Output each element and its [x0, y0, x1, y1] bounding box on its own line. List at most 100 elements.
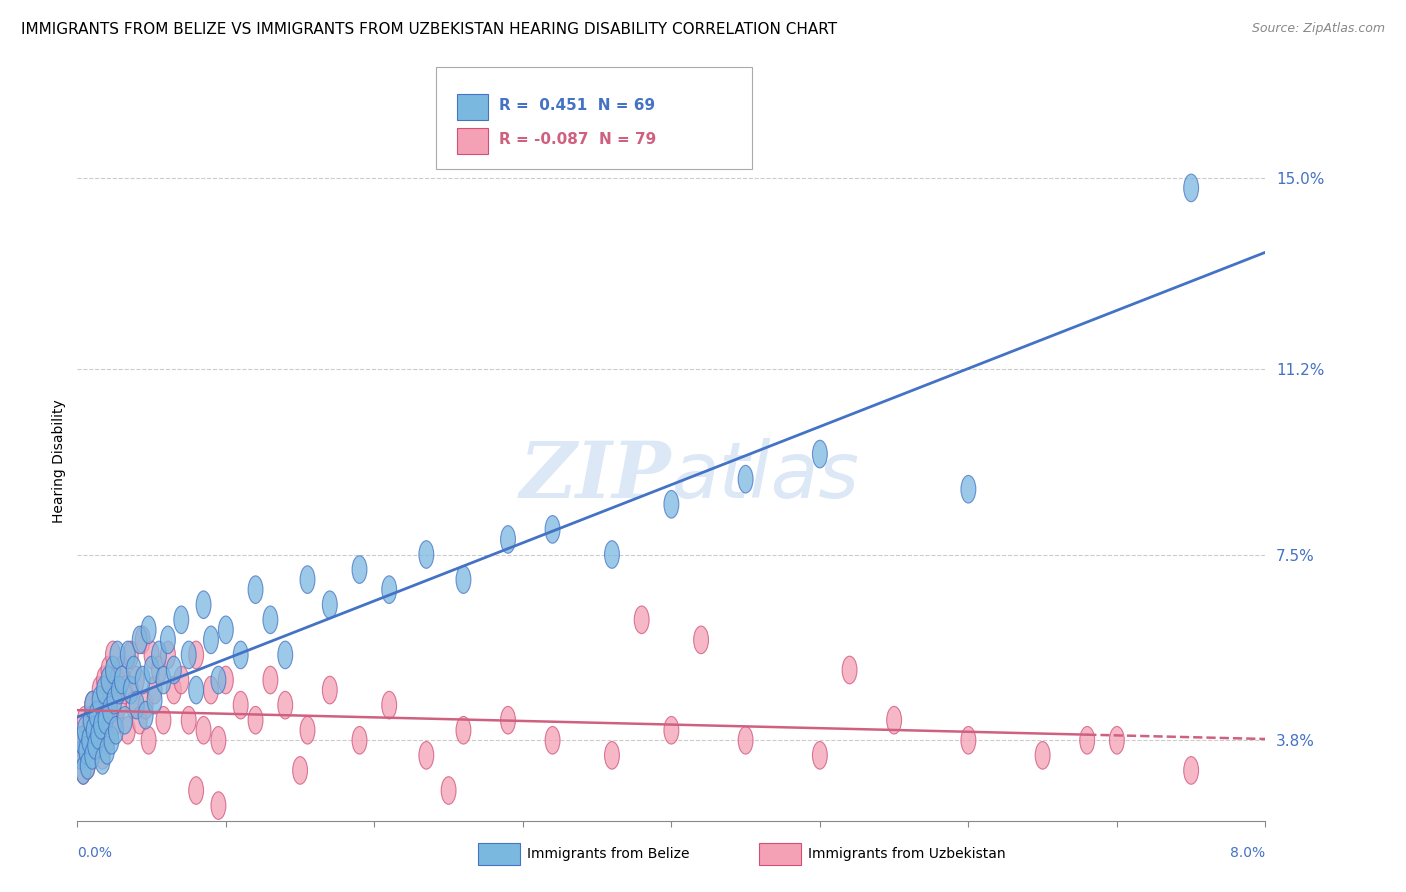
Ellipse shape [181, 706, 197, 734]
Ellipse shape [104, 726, 120, 754]
Ellipse shape [107, 676, 122, 704]
Ellipse shape [89, 701, 104, 729]
Ellipse shape [93, 676, 107, 704]
Ellipse shape [233, 691, 247, 719]
Ellipse shape [86, 716, 101, 744]
Text: atlas: atlas [672, 438, 859, 514]
Ellipse shape [141, 726, 156, 754]
Ellipse shape [107, 686, 122, 714]
Ellipse shape [96, 741, 110, 769]
Ellipse shape [104, 716, 120, 744]
Y-axis label: Hearing Disability: Hearing Disability [52, 400, 66, 524]
Ellipse shape [197, 591, 211, 618]
Ellipse shape [91, 722, 105, 749]
Ellipse shape [80, 752, 96, 780]
Ellipse shape [299, 716, 315, 744]
Ellipse shape [197, 716, 211, 744]
Text: IMMIGRANTS FROM BELIZE VS IMMIGRANTS FROM UZBEKISTAN HEARING DISABILITY CORRELAT: IMMIGRANTS FROM BELIZE VS IMMIGRANTS FRO… [21, 22, 837, 37]
Ellipse shape [79, 737, 94, 764]
Ellipse shape [247, 576, 263, 604]
Ellipse shape [76, 756, 91, 784]
Ellipse shape [419, 541, 434, 568]
Ellipse shape [218, 666, 233, 694]
Ellipse shape [127, 691, 141, 719]
Ellipse shape [121, 641, 135, 669]
Ellipse shape [152, 657, 166, 684]
Ellipse shape [211, 792, 226, 820]
Ellipse shape [813, 441, 827, 468]
Ellipse shape [148, 686, 162, 714]
Ellipse shape [263, 606, 278, 633]
Ellipse shape [83, 706, 98, 734]
Ellipse shape [278, 691, 292, 719]
Text: Source: ZipAtlas.com: Source: ZipAtlas.com [1251, 22, 1385, 36]
Ellipse shape [94, 706, 108, 734]
Text: ZIP: ZIP [520, 438, 672, 514]
Ellipse shape [138, 691, 153, 719]
Ellipse shape [887, 706, 901, 734]
Ellipse shape [118, 706, 132, 734]
Ellipse shape [322, 676, 337, 704]
Ellipse shape [738, 726, 754, 754]
Ellipse shape [546, 726, 560, 754]
Ellipse shape [89, 701, 104, 729]
Ellipse shape [97, 676, 111, 704]
Ellipse shape [132, 626, 148, 654]
Ellipse shape [100, 726, 114, 754]
Ellipse shape [960, 475, 976, 503]
Ellipse shape [501, 706, 516, 734]
Ellipse shape [263, 666, 278, 694]
Ellipse shape [84, 691, 100, 719]
Ellipse shape [211, 726, 226, 754]
Ellipse shape [218, 616, 233, 644]
Ellipse shape [103, 686, 118, 714]
Ellipse shape [456, 566, 471, 593]
Ellipse shape [960, 726, 976, 754]
Ellipse shape [664, 491, 679, 518]
Text: Immigrants from Uzbekistan: Immigrants from Uzbekistan [808, 847, 1007, 861]
Ellipse shape [100, 737, 114, 764]
Ellipse shape [93, 686, 107, 714]
Ellipse shape [105, 657, 121, 684]
Ellipse shape [605, 541, 620, 568]
Ellipse shape [152, 641, 166, 669]
Ellipse shape [111, 676, 127, 704]
Ellipse shape [138, 701, 153, 729]
Ellipse shape [124, 676, 138, 704]
Ellipse shape [145, 657, 159, 684]
Ellipse shape [77, 716, 93, 744]
Ellipse shape [1080, 726, 1095, 754]
Ellipse shape [204, 626, 218, 654]
Ellipse shape [1184, 174, 1198, 202]
Ellipse shape [110, 666, 125, 694]
Text: Immigrants from Belize: Immigrants from Belize [527, 847, 690, 861]
Ellipse shape [114, 657, 129, 684]
Ellipse shape [188, 676, 204, 704]
Ellipse shape [247, 706, 263, 734]
Ellipse shape [118, 676, 132, 704]
Ellipse shape [98, 706, 112, 734]
Ellipse shape [94, 712, 108, 739]
Ellipse shape [188, 777, 204, 805]
Ellipse shape [111, 691, 127, 719]
Ellipse shape [166, 676, 181, 704]
Ellipse shape [278, 641, 292, 669]
Ellipse shape [352, 726, 367, 754]
Ellipse shape [160, 626, 176, 654]
Ellipse shape [129, 691, 145, 719]
Ellipse shape [813, 741, 827, 769]
Ellipse shape [135, 626, 150, 654]
Ellipse shape [382, 576, 396, 604]
Ellipse shape [121, 716, 135, 744]
Ellipse shape [233, 641, 247, 669]
Ellipse shape [96, 747, 110, 774]
Ellipse shape [211, 666, 226, 694]
Ellipse shape [86, 716, 101, 744]
Ellipse shape [160, 641, 176, 669]
Ellipse shape [129, 666, 145, 694]
Ellipse shape [75, 726, 89, 754]
Ellipse shape [441, 777, 456, 805]
Ellipse shape [148, 676, 162, 704]
Ellipse shape [75, 726, 89, 754]
Ellipse shape [105, 641, 121, 669]
